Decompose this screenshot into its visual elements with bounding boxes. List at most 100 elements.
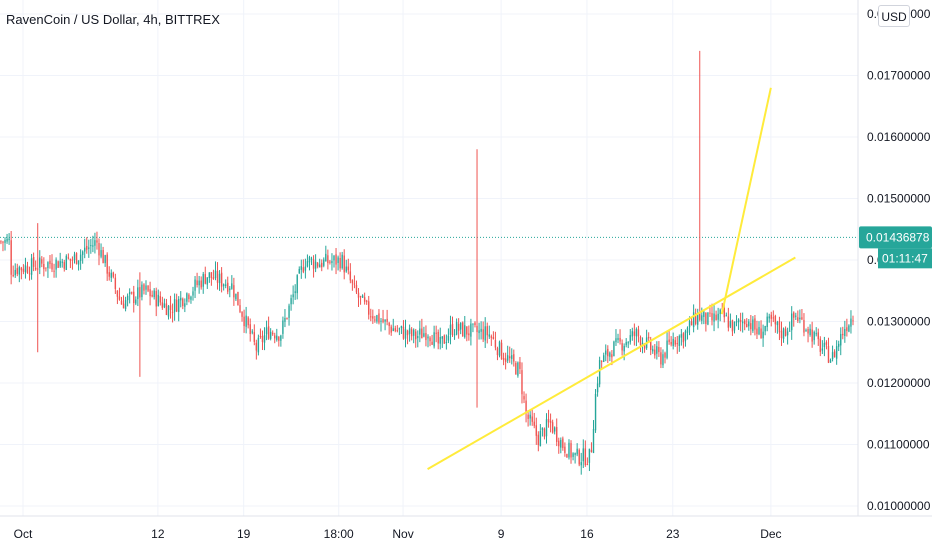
candle-body (525, 400, 527, 414)
candle-body (425, 332, 427, 341)
candle-body (16, 268, 18, 274)
candle-body (57, 261, 59, 268)
candle-body (793, 312, 795, 318)
candle-body (135, 299, 137, 304)
candle-body (464, 325, 466, 338)
candle-body (106, 254, 108, 274)
candle-body (668, 339, 670, 343)
candle-body (206, 277, 209, 285)
candle-body (741, 321, 744, 324)
candle-body (402, 326, 405, 339)
candle-body (90, 245, 92, 247)
candle-body (735, 321, 738, 323)
candle-body (157, 294, 159, 307)
candle-body (733, 321, 736, 331)
candle-body (756, 328, 758, 335)
candle-body (388, 322, 390, 327)
candle-body (186, 293, 188, 302)
candle-body (429, 337, 431, 342)
candle-body (137, 287, 139, 300)
candle-body (590, 449, 593, 453)
candle-body (298, 269, 300, 274)
trendlines[interactable] (427, 87, 796, 470)
candle-body (380, 320, 382, 322)
candle-body (472, 323, 474, 325)
candle-body (349, 271, 352, 281)
candle-body (175, 299, 178, 312)
candle-body (421, 328, 423, 339)
candle-body (823, 342, 826, 348)
candle-body (247, 317, 249, 326)
candle-body (596, 383, 599, 393)
candle-body (196, 280, 198, 285)
candle-body (153, 290, 155, 298)
candle-body (218, 273, 221, 284)
candle-body (580, 462, 582, 466)
trendline[interactable] (427, 256, 796, 470)
candle-body (462, 322, 464, 337)
candle-body (116, 290, 119, 297)
currency-button[interactable]: USD (878, 5, 910, 27)
candle-body (511, 355, 513, 359)
candle-body (84, 247, 86, 252)
candle-body (180, 297, 182, 301)
y-tick-label: 0.01700000 (867, 69, 931, 83)
candle-body (844, 329, 846, 336)
candle-body (69, 258, 72, 261)
y-tick-label: 0.01500000 (867, 192, 931, 206)
candle-body (547, 418, 550, 423)
candle-body (623, 345, 625, 352)
price-axis[interactable]: 0.01000000 0.01100000 0.01200000 0.01300000… (867, 7, 931, 513)
candle-body (75, 253, 78, 264)
candle-body (758, 326, 760, 335)
candle-body (100, 250, 102, 257)
candle-body (556, 427, 558, 442)
candle-body (351, 280, 354, 284)
candle-body (167, 305, 170, 317)
candle-body (359, 296, 362, 298)
candle-body (846, 327, 848, 331)
candle-body (12, 274, 14, 276)
candle-body (415, 331, 417, 340)
candle-body (574, 453, 576, 455)
candle-body (37, 268, 39, 270)
candle-body (625, 342, 627, 346)
candle-body (445, 341, 448, 343)
candle-body (688, 321, 691, 328)
candle-body (670, 341, 672, 345)
candle-body (384, 319, 386, 322)
candle-body (474, 322, 476, 326)
candle-body (165, 303, 168, 316)
candle-body (290, 298, 292, 305)
candle-body (805, 330, 807, 332)
candle-body (784, 328, 787, 336)
candle-body (265, 327, 268, 335)
candle-body (286, 318, 288, 320)
candle-body (498, 341, 501, 356)
candle-body (410, 329, 413, 337)
candle-body (88, 247, 90, 249)
candle-body (803, 320, 805, 333)
candle-body (6, 238, 8, 242)
candle-body (560, 440, 562, 448)
candle-body (782, 328, 785, 339)
candle-body (294, 291, 296, 293)
candle-body (717, 313, 719, 320)
candle-body (766, 316, 768, 328)
candle-body (835, 346, 838, 359)
candle-body (39, 257, 41, 268)
candle-body (243, 316, 245, 327)
candle-body (231, 283, 233, 289)
candle-body (372, 316, 374, 319)
trendline[interactable] (720, 87, 772, 315)
candle-body (727, 316, 730, 328)
candle-body (34, 267, 37, 270)
candle-body (45, 267, 47, 269)
candle-body (331, 261, 333, 264)
candle-body (772, 317, 775, 319)
candle-body (194, 279, 196, 291)
time-axis[interactable]: Oct 12 19 18:00 Nov 9 16 23 Dec (14, 527, 782, 541)
candle-body (762, 331, 764, 339)
candle-body (676, 343, 678, 345)
